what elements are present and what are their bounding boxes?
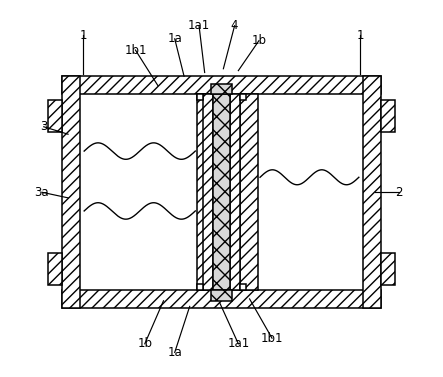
Bar bbox=[240, 284, 246, 290]
Bar bbox=[48, 100, 62, 132]
Text: 1a: 1a bbox=[167, 346, 182, 359]
Bar bbox=[62, 76, 381, 94]
Bar bbox=[211, 290, 232, 301]
Text: 1a: 1a bbox=[167, 32, 182, 45]
Text: 4: 4 bbox=[231, 19, 238, 32]
Bar bbox=[197, 94, 215, 290]
Bar bbox=[240, 94, 258, 290]
Bar bbox=[203, 94, 213, 290]
Bar bbox=[381, 100, 395, 132]
Bar bbox=[230, 94, 240, 290]
Bar bbox=[213, 94, 230, 290]
Text: 2: 2 bbox=[396, 186, 403, 199]
Text: 3: 3 bbox=[40, 120, 47, 133]
Bar bbox=[62, 76, 81, 308]
Bar bbox=[197, 94, 203, 100]
Bar bbox=[211, 84, 232, 94]
Bar bbox=[48, 253, 62, 285]
Text: 1b1: 1b1 bbox=[261, 332, 283, 345]
Bar bbox=[62, 290, 381, 308]
Bar bbox=[240, 94, 246, 100]
Text: 1b: 1b bbox=[252, 34, 266, 47]
Bar bbox=[197, 284, 203, 290]
Text: 1b: 1b bbox=[137, 337, 152, 350]
Text: 1a1: 1a1 bbox=[188, 19, 210, 32]
Text: 1b1: 1b1 bbox=[124, 43, 147, 57]
Text: 1a1: 1a1 bbox=[227, 337, 249, 350]
Text: 1: 1 bbox=[79, 29, 87, 41]
Text: 3a: 3a bbox=[35, 186, 49, 199]
Bar bbox=[362, 76, 381, 308]
Bar bbox=[381, 253, 395, 285]
Text: 1: 1 bbox=[356, 29, 364, 41]
